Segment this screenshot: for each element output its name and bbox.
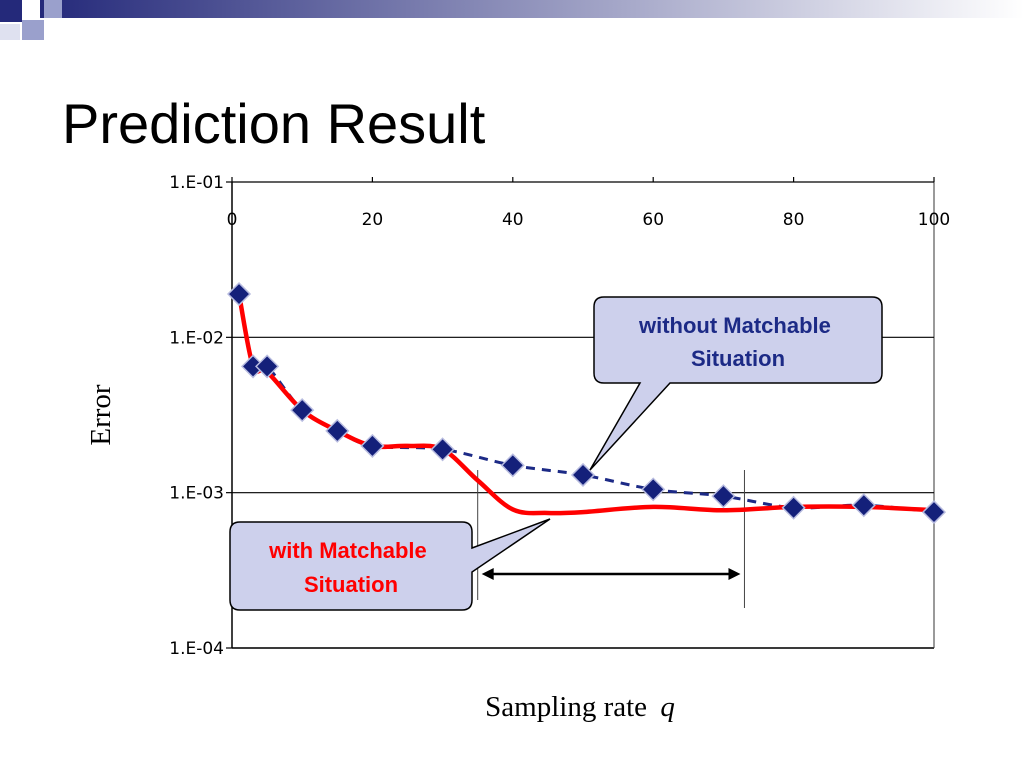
x-axis-label: Sampling rate q <box>485 691 675 723</box>
series-with-line <box>236 293 935 516</box>
x-tick-label: 100 <box>918 210 950 230</box>
range-arrow-head-right <box>728 568 741 580</box>
x-axis-label-text: Sampling rate <box>485 691 647 723</box>
x-axis-label-var: q <box>660 691 675 723</box>
data-point-marker <box>570 462 596 488</box>
callout-without-text: without Matchable Situation <box>638 313 837 371</box>
data-point-marker <box>325 418 350 443</box>
decor-square <box>22 20 44 40</box>
slide-decoration <box>0 0 1024 40</box>
callout-with-text: with Matchable Situation <box>268 538 433 597</box>
y-tick-label: 1.E-04 <box>169 639 224 659</box>
data-point-marker <box>430 437 455 462</box>
x-tick-label: 20 <box>362 210 384 230</box>
callout-without-line1: without Matchable <box>638 313 831 338</box>
decor-square <box>44 0 62 18</box>
decor-square <box>0 0 22 22</box>
callout-with-line2: Situation <box>304 572 398 597</box>
data-point-marker <box>781 495 806 520</box>
callout-without: without Matchable Situation <box>589 296 883 471</box>
y-tick-label: 1.E-03 <box>169 484 224 504</box>
series-layer <box>226 281 947 525</box>
slide-title: Prediction Result <box>62 92 486 155</box>
y-tick-label: 1.E-01 <box>169 173 224 193</box>
range-marker <box>477 470 745 608</box>
range-arrow-head-left <box>481 568 494 580</box>
data-point-marker <box>226 281 252 307</box>
data-point-marker <box>500 453 525 478</box>
data-point-marker <box>921 500 947 525</box>
data-point-marker <box>255 354 280 379</box>
decor-gradient-bar <box>40 0 1024 18</box>
y-axis-label: Error <box>85 384 117 446</box>
callout-without-line2: Situation <box>691 346 785 371</box>
data-point-marker <box>641 477 666 502</box>
data-point-marker <box>851 493 876 518</box>
x-tick-label: 60 <box>642 210 664 230</box>
callout-with: with Matchable Situation <box>229 518 551 611</box>
callout-with-line1: with Matchable <box>268 538 427 563</box>
data-point-marker <box>290 398 315 423</box>
y-tick-label: 1.E-02 <box>169 328 224 348</box>
decor-square <box>0 24 20 40</box>
callout-without-shape <box>589 296 883 471</box>
callout-with-shape <box>229 518 551 611</box>
data-point-marker <box>711 484 736 509</box>
grid-layer <box>226 177 935 649</box>
data-point-marker <box>360 433 385 458</box>
x-tick-label: 0 <box>227 210 238 230</box>
x-tick-label: 40 <box>502 210 524 230</box>
tick-labels: 1.E-01 1.E-02 1.E-03 1.E-04 0 20 40 60 80 100 <box>169 173 950 659</box>
x-tick-label: 80 <box>783 210 805 230</box>
